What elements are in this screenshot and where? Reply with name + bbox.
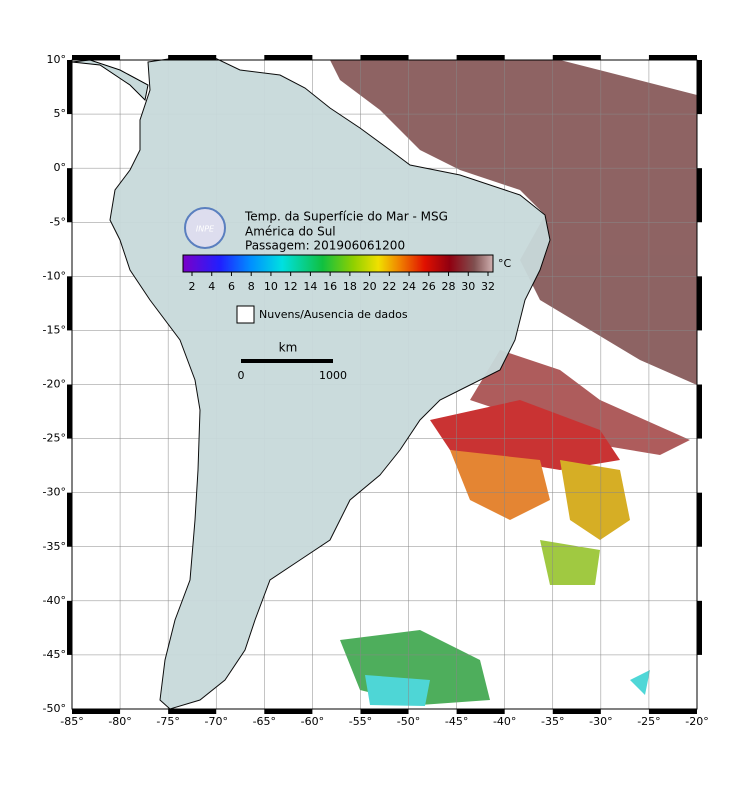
x-tick-label: -20° — [685, 715, 708, 728]
colorbar-label: 4 — [208, 280, 215, 293]
x-tick-label: -25° — [637, 715, 660, 728]
colorbar-label: 24 — [402, 280, 416, 293]
colorbar-label: 14 — [303, 280, 317, 293]
x-tick-label: -80° — [108, 715, 131, 728]
frame-segment — [552, 55, 601, 60]
colorbar-label: 16 — [323, 280, 337, 293]
x-tick-label: -70° — [204, 715, 227, 728]
colorbar-label: 6 — [228, 280, 235, 293]
frame-segment — [360, 55, 409, 60]
frame-segment — [552, 709, 601, 714]
colorbar-label: 18 — [343, 280, 357, 293]
colorbar-label: 30 — [461, 280, 475, 293]
y-tick-label: -15° — [43, 323, 66, 336]
x-tick-label: -35° — [541, 715, 564, 728]
frame-segment — [697, 276, 702, 331]
central-america — [71, 59, 149, 102]
frame-segment — [360, 709, 409, 714]
pass: Passagem: 201906061200 — [245, 239, 405, 253]
x-tick-label: -55° — [349, 715, 372, 728]
y-tick-label: -25° — [43, 432, 66, 445]
scale-unit: km — [279, 341, 298, 355]
y-tick-label: -45° — [43, 648, 66, 661]
frame-segment — [264, 709, 313, 714]
sst-patches — [330, 60, 697, 706]
scale-bar — [241, 359, 333, 363]
frame-segment — [456, 55, 505, 60]
y-tick-label: -30° — [43, 486, 66, 499]
y-tick-label: -50° — [43, 702, 66, 715]
frame-segment — [697, 492, 702, 547]
frame — [67, 55, 702, 714]
logo — [184, 207, 226, 249]
frame-segment — [67, 384, 72, 439]
x-tick-label: -40° — [493, 715, 516, 728]
colorbar-label: 8 — [248, 280, 255, 293]
frame-segment — [67, 492, 72, 547]
frame-segment — [72, 709, 121, 714]
y-tick-label: -10° — [43, 269, 66, 282]
frame-segment — [456, 709, 505, 714]
colorbar-label: 26 — [422, 280, 436, 293]
colorbar-label: 20 — [363, 280, 377, 293]
frame-segment — [67, 60, 72, 115]
colorbar-label: 22 — [382, 280, 396, 293]
frame-segment — [697, 60, 702, 115]
frame-segment — [168, 709, 217, 714]
x-tick-label: -45° — [445, 715, 468, 728]
y-tick-label: -40° — [43, 594, 66, 607]
x-tick-label: -65° — [253, 715, 276, 728]
frame-segment — [697, 168, 702, 223]
title: Temp. da Superfície do Mar - MSG — [244, 210, 448, 224]
frame-segment — [648, 55, 697, 60]
y-tick-label: 10° — [47, 53, 67, 66]
colorbar-label: 28 — [442, 280, 456, 293]
y-tick-label: -35° — [43, 540, 66, 553]
y-tick-label: 0° — [54, 161, 67, 174]
frame-segment — [697, 384, 702, 439]
colorbar-label: 12 — [284, 280, 298, 293]
x-tick-label: -85° — [60, 715, 83, 728]
logo-text: INPE — [196, 225, 215, 234]
colorbar-unit: °C — [498, 257, 512, 270]
legend-text: Nuvens/Ausencia de dados — [259, 308, 408, 321]
y-tick-label: 5° — [54, 107, 67, 120]
x-tick-label: -60° — [301, 715, 324, 728]
colorbar — [182, 254, 494, 273]
y-tick-label: -5° — [50, 215, 66, 228]
y-tick-label: -20° — [43, 378, 66, 391]
frame-segment — [264, 55, 313, 60]
frame-segment — [168, 55, 217, 60]
frame-segment — [67, 600, 72, 655]
frame-segment — [648, 709, 697, 714]
frame-segment — [67, 276, 72, 331]
frame-segment — [72, 55, 121, 60]
x-tick-label: -50° — [397, 715, 420, 728]
colorbar-label: 32 — [481, 280, 495, 293]
scale-start: 0 — [238, 369, 245, 382]
frame-segment — [67, 168, 72, 223]
scale-end: 1000 — [319, 369, 347, 382]
colorbar-label: 2 — [189, 280, 196, 293]
frame-segment — [697, 600, 702, 655]
colorbar-label: 10 — [264, 280, 278, 293]
legend-box — [236, 305, 255, 324]
subtitle: América do Sul — [245, 225, 336, 239]
x-tick-label: -75° — [156, 715, 179, 728]
x-tick-label: -30° — [589, 715, 612, 728]
